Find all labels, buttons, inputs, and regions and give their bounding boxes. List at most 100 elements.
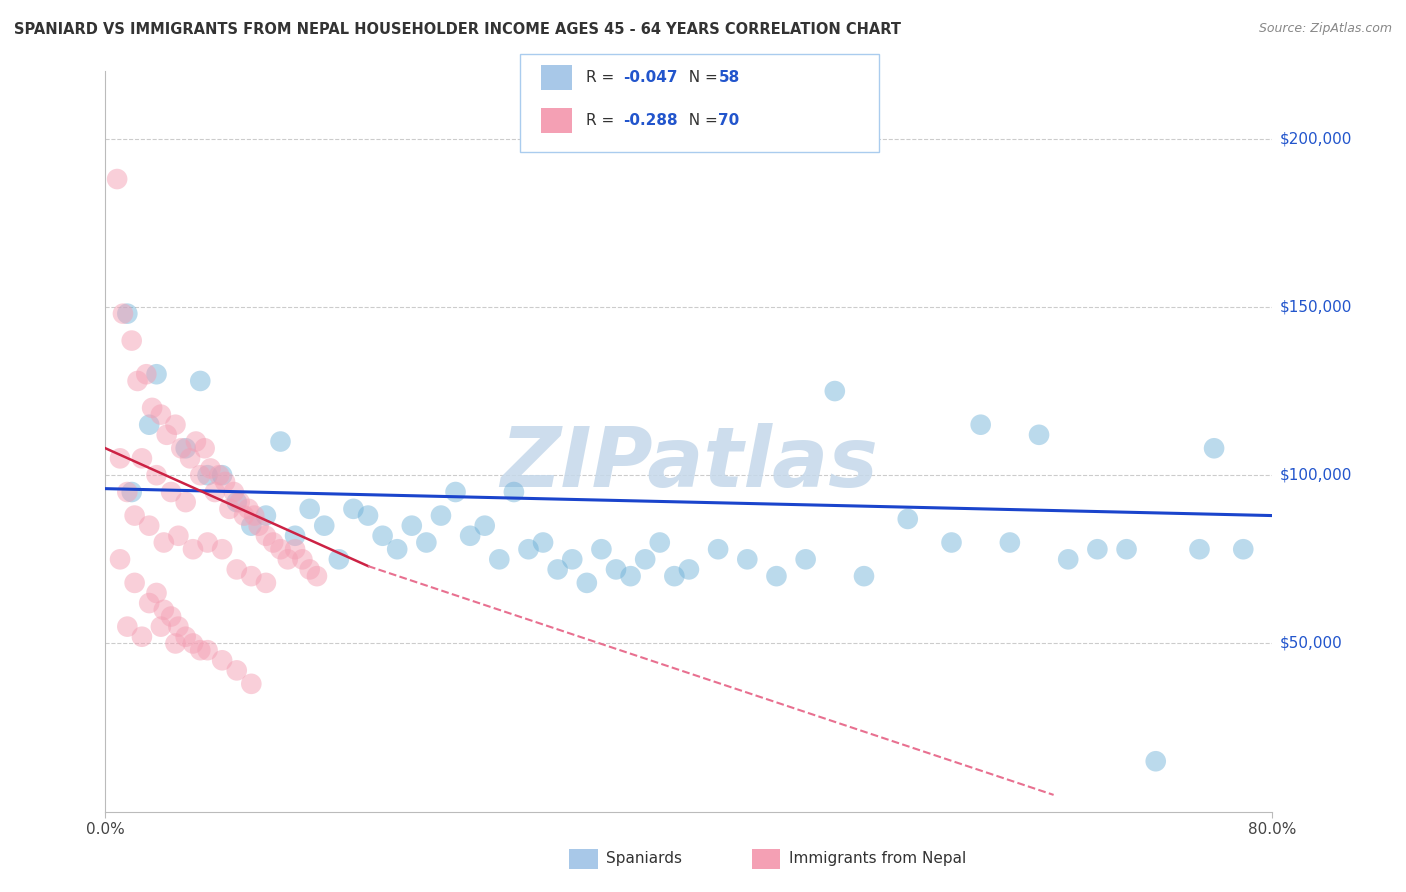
Point (124, 575, 146, 590)
Point (247, 518, 270, 533)
Point (664, 569, 686, 583)
Point (269, 542, 292, 557)
Point (531, 535, 554, 549)
Point (298, 562, 321, 576)
Point (188, 468, 211, 483)
Point (197, 643, 219, 657)
Point (852, 569, 875, 583)
Point (737, 552, 759, 566)
Point (149, 408, 172, 422)
Text: 58: 58 (718, 70, 740, 85)
Point (517, 542, 540, 557)
Point (1202, 442, 1225, 456)
Point (561, 552, 583, 566)
Point (200, 461, 222, 475)
Text: R =: R = (586, 113, 620, 128)
Point (765, 569, 787, 583)
Text: $150,000: $150,000 (1279, 300, 1351, 314)
Point (145, 368, 167, 382)
Point (108, 552, 131, 566)
Point (547, 562, 569, 576)
Point (167, 619, 190, 633)
Point (121, 334, 143, 348)
Text: ZIPatlas: ZIPatlas (501, 423, 877, 504)
Point (197, 535, 219, 549)
Point (897, 512, 920, 526)
Point (174, 442, 197, 456)
Point (1188, 542, 1211, 557)
Point (117, 485, 139, 500)
Point (152, 603, 174, 617)
Point (328, 552, 350, 566)
Point (208, 468, 231, 483)
Text: Immigrants from Nepal: Immigrants from Nepal (789, 852, 966, 866)
Point (314, 518, 336, 533)
Point (222, 485, 245, 500)
Point (214, 475, 236, 489)
Point (179, 451, 201, 466)
Point (458, 529, 481, 543)
Point (357, 508, 380, 523)
Point (149, 619, 172, 633)
Point (138, 596, 160, 610)
Point (240, 677, 263, 691)
Point (648, 535, 671, 549)
Point (970, 417, 993, 432)
Point (225, 495, 247, 509)
Point (181, 636, 204, 650)
Text: R =: R = (586, 70, 620, 85)
Point (240, 569, 263, 583)
Point (1057, 552, 1080, 566)
Point (575, 575, 598, 590)
Point (121, 485, 143, 500)
Point (233, 508, 256, 523)
Point (184, 434, 207, 449)
Text: SPANIARD VS IMMIGRANTS FROM NEPAL HOUSEHOLDER INCOME AGES 45 - 64 YEARS CORRELAT: SPANIARD VS IMMIGRANTS FROM NEPAL HOUSEH… (14, 22, 901, 37)
Point (371, 529, 394, 543)
Point (145, 586, 167, 600)
Point (141, 401, 163, 415)
Point (305, 569, 328, 583)
Point (228, 495, 250, 509)
Text: $50,000: $50,000 (1279, 636, 1343, 651)
Point (167, 529, 190, 543)
Point (165, 417, 187, 432)
Point (188, 374, 211, 388)
Point (794, 552, 817, 566)
Point (254, 575, 277, 590)
Point (225, 664, 247, 678)
Point (174, 630, 197, 644)
Point (342, 501, 364, 516)
Point (211, 542, 233, 557)
Point (385, 542, 408, 557)
Text: 70: 70 (718, 113, 740, 128)
Point (138, 417, 160, 432)
Point (127, 374, 149, 388)
Point (298, 501, 321, 516)
Point (277, 552, 299, 566)
Point (211, 653, 233, 667)
Point (591, 542, 613, 557)
Point (262, 535, 284, 549)
Point (170, 442, 193, 456)
Point (197, 468, 219, 483)
Point (415, 535, 437, 549)
Point (131, 451, 153, 466)
Point (254, 508, 277, 523)
Text: -0.288: -0.288 (623, 113, 678, 128)
Point (824, 384, 846, 398)
Point (1028, 427, 1050, 442)
Point (194, 442, 217, 456)
Point (174, 495, 197, 509)
Point (1144, 754, 1167, 768)
Point (678, 562, 700, 576)
Point (474, 518, 496, 533)
Point (634, 552, 657, 566)
Point (430, 508, 453, 523)
Point (488, 552, 510, 566)
Text: $100,000: $100,000 (1279, 467, 1351, 483)
Point (124, 508, 146, 523)
Point (160, 485, 183, 500)
Point (941, 535, 963, 549)
Point (181, 542, 204, 557)
